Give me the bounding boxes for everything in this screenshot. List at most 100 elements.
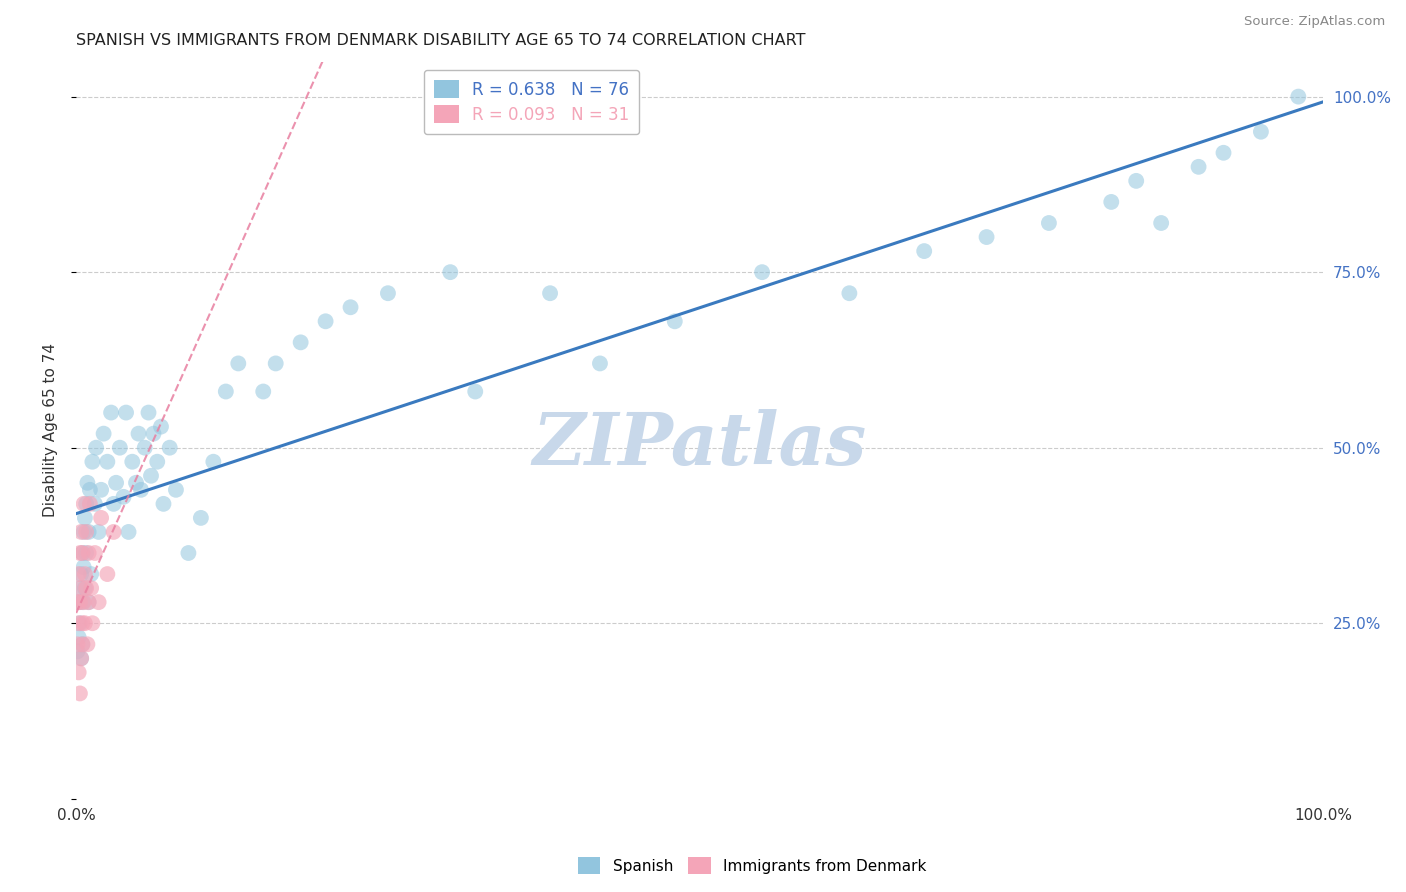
Point <box>96 567 118 582</box>
Point <box>226 356 249 370</box>
Point <box>73 524 96 539</box>
Point <box>190 511 212 525</box>
Point <box>73 595 96 609</box>
Point <box>67 616 90 631</box>
Point <box>73 581 96 595</box>
Text: ZIPatlas: ZIPatlas <box>533 409 866 481</box>
Point <box>70 651 93 665</box>
Point <box>139 468 162 483</box>
Point <box>87 524 110 539</box>
Point <box>377 286 399 301</box>
Point <box>72 616 94 631</box>
Point <box>73 560 96 574</box>
Point <box>67 665 90 680</box>
Point <box>115 406 138 420</box>
Point <box>75 497 97 511</box>
Point <box>1250 125 1272 139</box>
Point <box>142 426 165 441</box>
Point <box>128 426 150 441</box>
Point <box>72 546 94 560</box>
Point <box>75 581 97 595</box>
Point <box>77 595 100 609</box>
Point <box>66 644 89 658</box>
Point <box>72 595 94 609</box>
Point <box>252 384 274 399</box>
Point <box>75 546 97 560</box>
Point <box>67 630 90 644</box>
Point <box>1187 160 1209 174</box>
Point <box>70 651 93 665</box>
Point <box>315 314 337 328</box>
Point <box>93 426 115 441</box>
Point <box>66 595 89 609</box>
Point <box>84 441 107 455</box>
Point <box>138 406 160 420</box>
Legend: Spanish, Immigrants from Denmark: Spanish, Immigrants from Denmark <box>571 851 934 880</box>
Point <box>70 524 93 539</box>
Point <box>439 265 461 279</box>
Point <box>165 483 187 497</box>
Point <box>1286 89 1309 103</box>
Point <box>152 497 174 511</box>
Point <box>100 406 122 420</box>
Point <box>82 616 104 631</box>
Text: Source: ZipAtlas.com: Source: ZipAtlas.com <box>1244 15 1385 29</box>
Point <box>77 546 100 560</box>
Point <box>87 595 110 609</box>
Point <box>117 524 139 539</box>
Point <box>202 455 225 469</box>
Text: SPANISH VS IMMIGRANTS FROM DENMARK DISABILITY AGE 65 TO 74 CORRELATION CHART: SPANISH VS IMMIGRANTS FROM DENMARK DISAB… <box>76 33 806 48</box>
Point <box>159 441 181 455</box>
Point <box>72 546 94 560</box>
Legend: R = 0.638   N = 76, R = 0.093   N = 31: R = 0.638 N = 76, R = 0.093 N = 31 <box>423 70 640 134</box>
Y-axis label: Disability Age 65 to 74: Disability Age 65 to 74 <box>44 343 58 517</box>
Point <box>751 265 773 279</box>
Point <box>125 475 148 490</box>
Point <box>83 497 105 511</box>
Point <box>290 335 312 350</box>
Point <box>80 581 103 595</box>
Point <box>67 595 90 609</box>
Point <box>69 686 91 700</box>
Point <box>129 483 152 497</box>
Point <box>70 567 93 582</box>
Point <box>1125 174 1147 188</box>
Point <box>215 384 238 399</box>
Point <box>105 475 128 490</box>
Point <box>1099 194 1122 209</box>
Point <box>108 441 131 455</box>
Point <box>264 356 287 370</box>
Point <box>76 637 98 651</box>
Point <box>146 455 169 469</box>
Point <box>82 455 104 469</box>
Point <box>67 567 90 582</box>
Point <box>80 567 103 582</box>
Point <box>339 300 361 314</box>
Point <box>90 483 112 497</box>
Point <box>121 455 143 469</box>
Point <box>73 497 96 511</box>
Point <box>66 637 89 651</box>
Point <box>70 581 93 595</box>
Point <box>96 455 118 469</box>
Point <box>73 511 96 525</box>
Point <box>538 286 561 301</box>
Point <box>73 616 96 631</box>
Point <box>1150 216 1173 230</box>
Point <box>103 497 125 511</box>
Point <box>149 419 172 434</box>
Point <box>112 490 135 504</box>
Point <box>79 483 101 497</box>
Point <box>90 511 112 525</box>
Point <box>464 384 486 399</box>
Point <box>83 546 105 560</box>
Point <box>912 244 935 258</box>
Point <box>103 524 125 539</box>
Point <box>177 546 200 560</box>
Point <box>77 595 100 609</box>
Point <box>69 581 91 595</box>
Point <box>69 595 91 609</box>
Point <box>1212 145 1234 160</box>
Point <box>73 567 96 582</box>
Point <box>976 230 998 244</box>
